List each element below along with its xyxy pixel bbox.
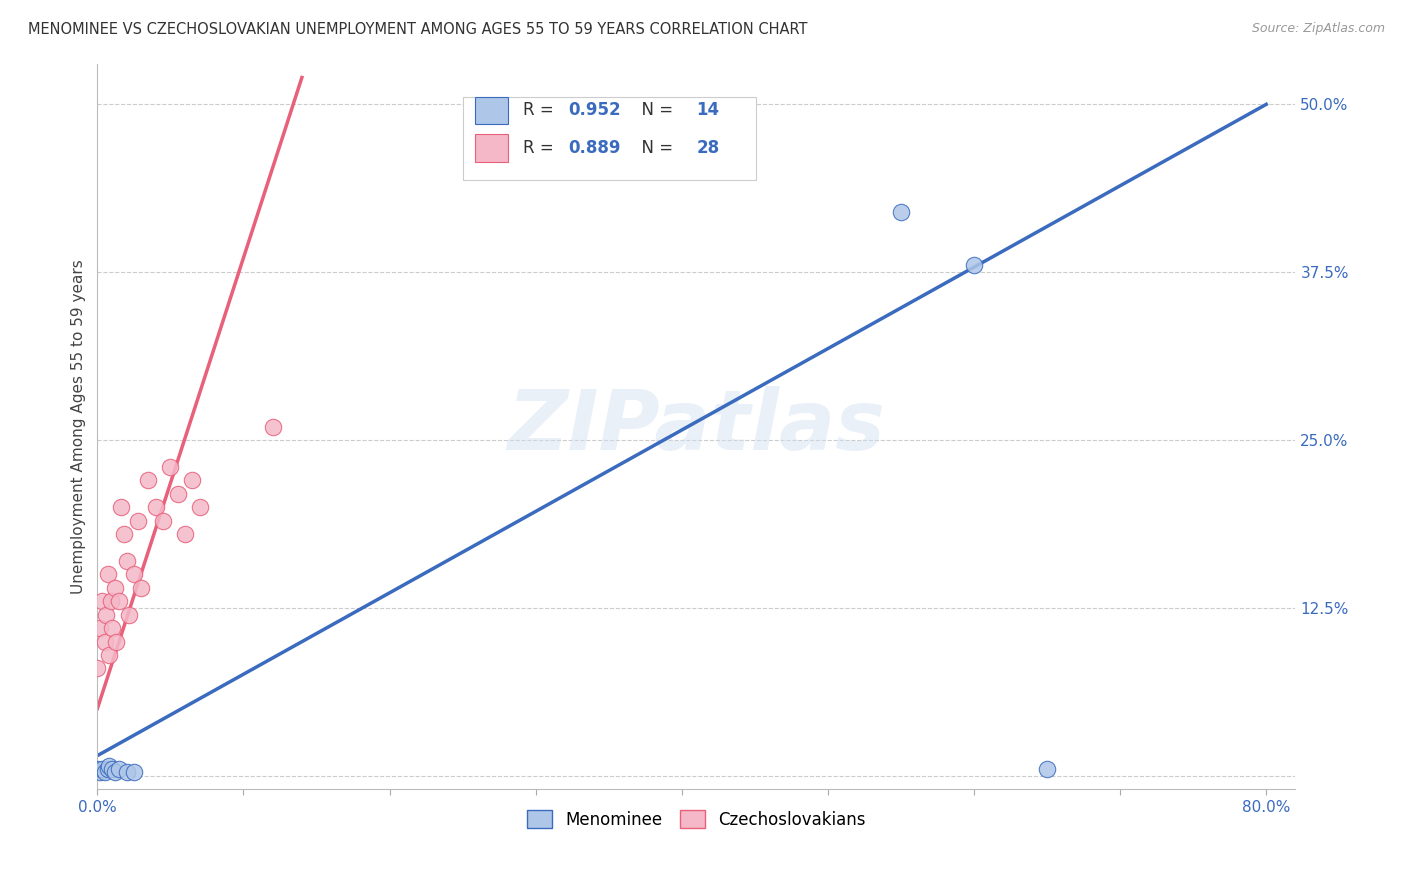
- Point: [98, 648, 121, 662]
- Text: R =: R =: [523, 139, 558, 157]
- Point: [86, 661, 108, 675]
- Point: [122, 567, 145, 582]
- Point: [159, 459, 181, 474]
- Text: 0.952: 0.952: [568, 102, 621, 120]
- Point: [118, 607, 141, 622]
- Point: [89, 621, 111, 635]
- Point: [94, 607, 117, 622]
- Point: [86, 762, 108, 776]
- Text: 0.889: 0.889: [568, 139, 620, 157]
- Text: Source: ZipAtlas.com: Source: ZipAtlas.com: [1251, 22, 1385, 36]
- Point: [90, 762, 112, 776]
- Point: [101, 621, 124, 635]
- Point: [101, 762, 124, 776]
- Point: [963, 259, 986, 273]
- Point: [112, 527, 135, 541]
- Point: [181, 474, 204, 488]
- Point: [97, 762, 120, 776]
- Point: [110, 500, 132, 515]
- Point: [108, 762, 131, 776]
- FancyBboxPatch shape: [463, 96, 756, 180]
- Point: [115, 764, 138, 779]
- Point: [115, 554, 138, 568]
- Point: [93, 634, 115, 648]
- Point: [145, 500, 167, 515]
- Text: R =: R =: [523, 102, 558, 120]
- Text: N =: N =: [630, 139, 678, 157]
- Text: MENOMINEE VS CZECHOSLOVAKIAN UNEMPLOYMENT AMONG AGES 55 TO 59 YEARS CORRELATION : MENOMINEE VS CZECHOSLOVAKIAN UNEMPLOYMEN…: [28, 22, 807, 37]
- Point: [129, 581, 152, 595]
- Point: [108, 594, 131, 608]
- Point: [890, 204, 912, 219]
- Point: [122, 764, 145, 779]
- Point: [152, 514, 174, 528]
- Y-axis label: Unemployment Among Ages 55 to 59 years: Unemployment Among Ages 55 to 59 years: [72, 260, 86, 594]
- Point: [174, 527, 197, 541]
- Point: [138, 474, 160, 488]
- Text: ZIPatlas: ZIPatlas: [508, 386, 886, 467]
- Point: [90, 594, 112, 608]
- Point: [98, 759, 121, 773]
- Text: N =: N =: [630, 102, 678, 120]
- Text: 14: 14: [696, 102, 720, 120]
- Point: [1036, 762, 1059, 776]
- Point: [262, 419, 284, 434]
- Point: [188, 500, 211, 515]
- Point: [100, 594, 122, 608]
- Point: [93, 764, 115, 779]
- Point: [104, 581, 127, 595]
- Point: [104, 764, 127, 779]
- Point: [166, 487, 188, 501]
- Point: [89, 764, 111, 779]
- Bar: [475, 135, 509, 162]
- Point: [127, 514, 149, 528]
- Bar: [475, 96, 509, 124]
- Point: [105, 634, 128, 648]
- Text: 28: 28: [696, 139, 720, 157]
- Point: [97, 567, 120, 582]
- Legend: Menominee, Czechoslovakians: Menominee, Czechoslovakians: [520, 804, 872, 835]
